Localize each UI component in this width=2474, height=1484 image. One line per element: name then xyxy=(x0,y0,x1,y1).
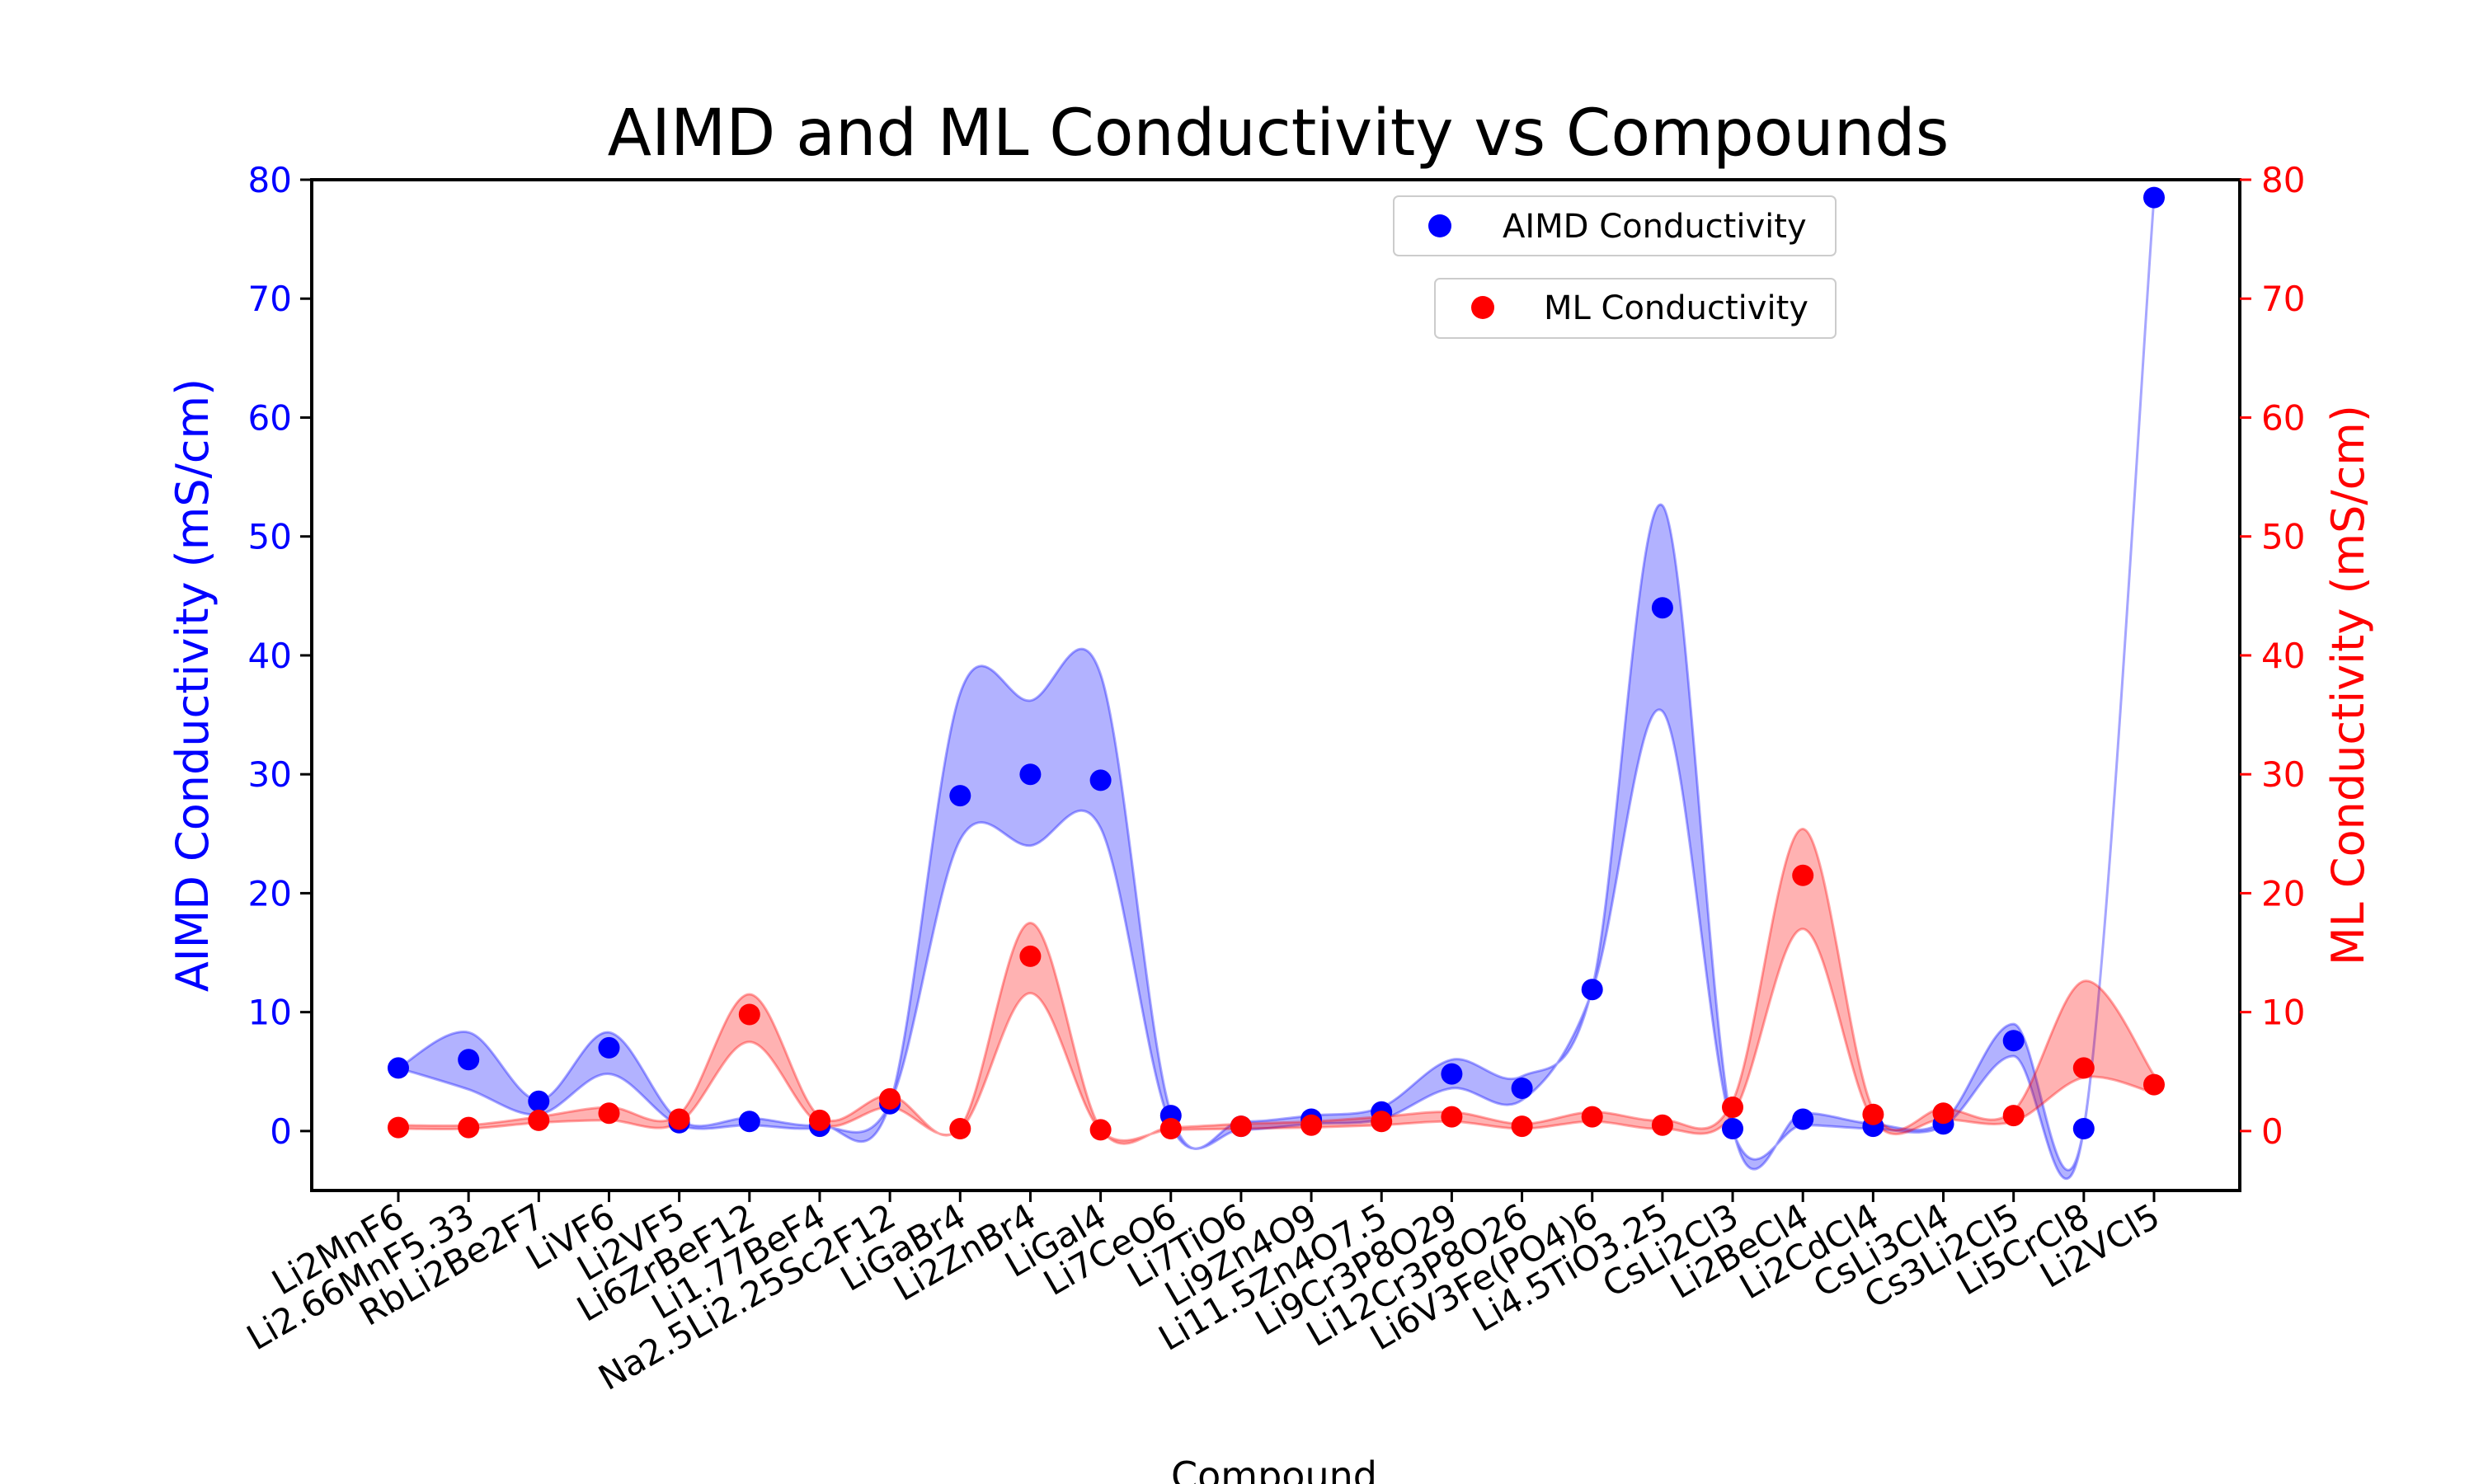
aimd-point-25 xyxy=(2143,186,2165,209)
aimd-point-20 xyxy=(1792,1108,1814,1130)
ml-point-25 xyxy=(2143,1073,2165,1096)
ml-point-19 xyxy=(1722,1097,1743,1118)
aimd-point-1 xyxy=(458,1049,480,1071)
ml-point-2 xyxy=(528,1109,550,1131)
ml-point-11 xyxy=(1159,1118,1182,1139)
aimd-point-24 xyxy=(2072,1118,2095,1139)
aimd-point-23 xyxy=(2002,1030,2025,1052)
aimd-point-10 xyxy=(1089,769,1112,791)
aimd-point-0 xyxy=(388,1057,409,1079)
chart-title: AIMD and ML Conductivity vs Compounds xyxy=(608,96,1950,171)
ml-point-18 xyxy=(1651,1114,1673,1136)
ml-point-14 xyxy=(1371,1111,1393,1133)
legend-ml: ML Conductivity xyxy=(1434,278,1837,339)
y-right-tick-label-10: 10 xyxy=(2261,993,2305,1033)
y-axis-right-label: ML Conductivity (mS/cm) xyxy=(2322,405,2374,965)
y-right-tick-label-60: 60 xyxy=(2261,397,2305,438)
ml-point-9 xyxy=(1019,945,1042,967)
legend-aimd-marker xyxy=(1428,214,1451,237)
legend-ml-marker xyxy=(1471,296,1494,319)
x-axis: Li2MnF6Li2.66MnF5.33RbLi2Be2F7LiVF6Li2VF… xyxy=(240,1190,2166,1398)
aimd-point-18 xyxy=(1651,597,1673,619)
y-left-tick-label-60: 60 xyxy=(248,397,292,438)
ml-point-10 xyxy=(1089,1119,1112,1141)
ml-point-24 xyxy=(2072,1057,2095,1079)
legend-aimd: AIMD Conductivity xyxy=(1393,195,1837,256)
ml-point-12 xyxy=(1230,1115,1252,1138)
y-left-tick-label-70: 70 xyxy=(248,279,292,319)
ml-point-20 xyxy=(1792,864,1814,886)
ml-point-13 xyxy=(1300,1114,1323,1136)
y-right-tick-label-30: 30 xyxy=(2261,754,2305,795)
aimd-point-9 xyxy=(1019,763,1042,786)
data-markers xyxy=(388,186,2165,1141)
y-left-tick-label-20: 20 xyxy=(248,873,292,913)
aimd-point-15 xyxy=(1441,1063,1463,1085)
aimd-point-8 xyxy=(949,785,971,807)
legend-aimd-box xyxy=(1393,195,1837,256)
y-right-tick-label-20: 20 xyxy=(2261,873,2305,913)
ml-point-5 xyxy=(738,1003,760,1026)
aimd-point-19 xyxy=(1722,1118,1743,1139)
y-left-tick-label-30: 30 xyxy=(248,754,292,795)
ml-point-8 xyxy=(949,1118,971,1139)
y-left-tick-label-40: 40 xyxy=(248,636,292,676)
aimd-point-2 xyxy=(528,1090,550,1112)
ml-point-17 xyxy=(1581,1106,1603,1128)
ml-point-1 xyxy=(458,1116,480,1139)
plot-frame xyxy=(310,178,2241,1192)
y-axis-right: 0 10 20 30 40 50 60 70 80 xyxy=(2240,160,2305,1152)
ml-point-21 xyxy=(1862,1103,1884,1125)
ml-point-16 xyxy=(1511,1115,1533,1138)
ml-point-7 xyxy=(879,1087,901,1110)
y-right-tick-label-70: 70 xyxy=(2261,279,2305,319)
y-axis-left: 0 10 20 30 40 50 60 70 80 xyxy=(248,160,312,1152)
aimd-point-16 xyxy=(1511,1078,1533,1099)
ml-point-6 xyxy=(809,1109,830,1131)
ml-point-4 xyxy=(668,1108,690,1130)
ml-point-22 xyxy=(1932,1102,1954,1125)
confidence-bands xyxy=(395,197,2156,1180)
aimd-point-5 xyxy=(738,1111,760,1133)
y-left-tick-label-10: 10 xyxy=(248,993,292,1033)
aimd-band xyxy=(395,197,2156,1180)
y-axis-left-label: AIMD Conductivity (mS/cm) xyxy=(167,378,219,992)
aimd-point-3 xyxy=(598,1036,620,1059)
y-right-tick-label-40: 40 xyxy=(2261,636,2305,676)
y-right-tick-label-80: 80 xyxy=(2261,160,2305,200)
ml-point-15 xyxy=(1441,1106,1463,1128)
aimd-point-17 xyxy=(1581,979,1603,1001)
legend-ml-text: ML Conductivity xyxy=(1544,289,1808,327)
legend-aimd-text: AIMD Conductivity xyxy=(1503,208,1807,246)
y-left-tick-label-80: 80 xyxy=(248,160,292,200)
ml-point-23 xyxy=(2002,1105,2025,1127)
ml-point-3 xyxy=(598,1102,620,1125)
ml-band xyxy=(397,827,2156,1145)
ml-point-0 xyxy=(388,1116,409,1139)
y-right-tick-label-50: 50 xyxy=(2261,517,2305,557)
y-left-tick-label-50: 50 xyxy=(248,517,292,557)
y-right-tick-label-0: 0 xyxy=(2261,1111,2284,1152)
x-axis-label: Compound xyxy=(1171,1453,1377,1484)
legend-ml-box xyxy=(1434,278,1837,339)
y-left-tick-label-0: 0 xyxy=(270,1111,292,1152)
